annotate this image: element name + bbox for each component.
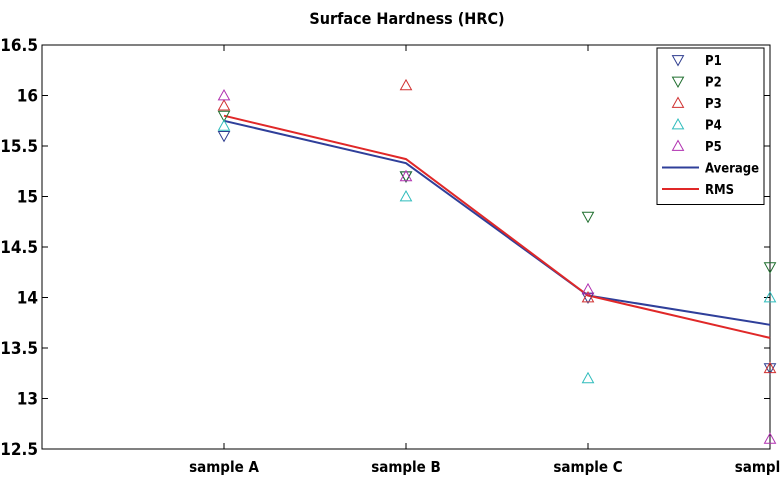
plot-area — [41, 44, 771, 450]
legend-label-p2: P2 — [705, 76, 722, 91]
series-line-average — [223, 119, 771, 326]
y-tick-label: 13.5 — [0, 339, 38, 359]
data-point-p2 — [763, 262, 777, 274]
legend-label-p5: P5 — [705, 140, 722, 155]
y-tick-label: 15.5 — [0, 137, 38, 157]
y-tick-label: 12.5 — [0, 440, 38, 460]
data-point-p2 — [217, 110, 231, 123]
legend-marker-p5 — [671, 139, 685, 151]
data-point-p5 — [217, 88, 231, 101]
data-point-p4 — [217, 119, 231, 131]
data-point-p4 — [763, 290, 777, 303]
y-tick-label: 16.5 — [0, 36, 38, 56]
data-point-p2 — [581, 211, 595, 224]
data-point-p3 — [399, 78, 413, 91]
y-tick-label: 15 — [17, 188, 38, 208]
x-tick-label: sample D — [735, 458, 780, 476]
data-point-p3 — [217, 99, 231, 111]
legend-label-rms: RMS — [705, 183, 734, 198]
y-tick-label: 14 — [17, 289, 38, 309]
legend-label-p1: P1 — [705, 54, 722, 69]
data-point-p5 — [763, 432, 777, 444]
legend-label-p3: P3 — [705, 97, 722, 112]
series-line-rms — [223, 114, 771, 339]
legend-marker-p1 — [671, 55, 685, 67]
legend-marker-p2 — [671, 76, 685, 89]
y-tick-label: 14.5 — [0, 238, 38, 258]
y-tick-label: 16 — [17, 87, 38, 107]
data-point-p5 — [581, 282, 595, 295]
data-point-p2 — [399, 171, 413, 183]
chart-title: Surface Hardness (HRC) — [309, 9, 504, 28]
data-point-p5 — [399, 169, 413, 182]
data-point-p4 — [581, 371, 595, 384]
legend-label-p4: P4 — [705, 119, 722, 134]
y-tick-label: 13 — [17, 390, 38, 410]
legend-box — [656, 47, 765, 205]
legend-label-average: Average — [705, 162, 759, 177]
x-tick-label: sample C — [553, 458, 622, 476]
data-point-p1 — [217, 131, 231, 143]
x-tick-label: sample B — [371, 458, 441, 476]
data-point-p1 — [581, 292, 595, 305]
data-point-p4 — [399, 189, 413, 202]
x-tick-label: sample A — [189, 458, 259, 476]
data-point-p3 — [763, 361, 777, 374]
data-point-p1 — [763, 363, 777, 375]
data-point-p3 — [581, 290, 595, 303]
legend-marker-p3 — [671, 96, 685, 108]
legend-marker-p4 — [671, 117, 685, 130]
